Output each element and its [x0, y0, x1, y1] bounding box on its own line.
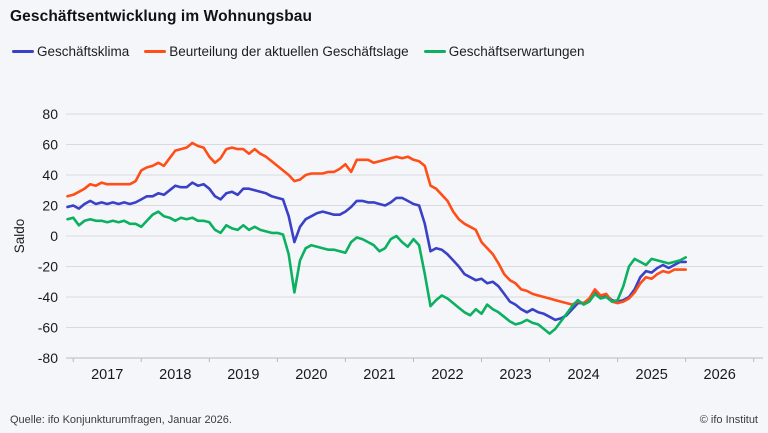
chart-footer: Quelle: ifo Konjunkturumfragen, Januar 2…	[10, 414, 758, 426]
svg-text:60: 60	[42, 137, 58, 153]
svg-text:-80: -80	[38, 350, 58, 366]
y-gridlines	[66, 113, 763, 359]
y-axis-label: Saldo	[12, 219, 27, 254]
svg-text:2017: 2017	[91, 367, 123, 383]
legend-swatch-geschaeftsklima	[12, 49, 34, 54]
chart-legend: Geschäftsklima Beurteilung der aktuellen…	[12, 44, 585, 59]
page-title: Geschäftsentwicklung im Wohnungsbau	[10, 8, 313, 25]
x-tick-labels: 2017 2018 2019 2020 2021 2022 2023 2024 2025 2026	[91, 367, 736, 383]
svg-text:2018: 2018	[159, 367, 191, 383]
svg-text:2020: 2020	[295, 367, 327, 383]
svg-text:-40: -40	[38, 289, 58, 305]
svg-text:0: 0	[50, 228, 58, 244]
legend-swatch-geschaeftserwartungen	[423, 49, 446, 54]
svg-text:2023: 2023	[499, 367, 531, 383]
legend-label: Geschäftsklima	[37, 44, 130, 59]
svg-text:2022: 2022	[431, 367, 463, 383]
svg-text:-20: -20	[38, 259, 58, 275]
svg-text:80: 80	[42, 106, 58, 122]
legend-label: Beurteilung der aktuellen Geschäftslage	[169, 44, 409, 59]
svg-text:20: 20	[42, 198, 58, 214]
svg-text:-60: -60	[38, 320, 58, 336]
svg-text:2021: 2021	[363, 367, 395, 383]
svg-text:2024: 2024	[567, 367, 599, 383]
legend-swatch-geschaeftslage	[144, 49, 167, 54]
svg-text:2025: 2025	[636, 367, 668, 383]
source-note: Quelle: ifo Konjunkturumfragen, Januar 2…	[10, 414, 232, 426]
y-tick-labels: 80 60 40 20 0 -20 -40 -60 -80	[38, 106, 58, 366]
legend-item-geschaeftslage[interactable]: Beurteilung der aktuellen Geschäftslage	[144, 44, 409, 59]
svg-text:2019: 2019	[227, 367, 259, 383]
series-line-gesch-ftserwartungen	[66, 210, 688, 335]
svg-text:40: 40	[42, 167, 58, 183]
series-line-gesch-ftsklima	[66, 181, 688, 322]
legend-label: Geschäftserwartungen	[448, 44, 585, 59]
x-axis	[72, 358, 755, 362]
legend-item-geschaeftserwartungen[interactable]: Geschäftserwartungen	[423, 44, 585, 59]
copyright-note: © ifo Institut	[699, 414, 758, 426]
svg-text:2026: 2026	[704, 367, 736, 383]
legend-item-geschaeftsklima[interactable]: Geschäftsklima	[12, 44, 129, 59]
series-line-beurteilung-der-aktuellen-gesch-ftslage	[66, 141, 688, 306]
